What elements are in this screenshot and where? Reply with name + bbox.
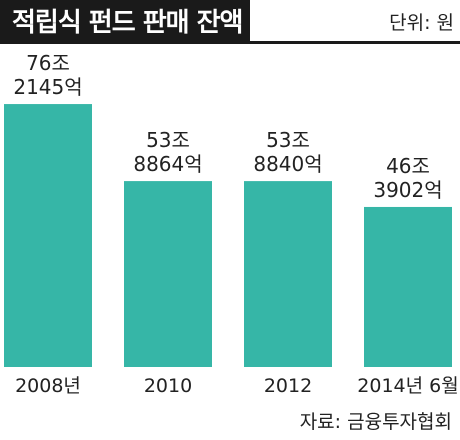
bar-2 bbox=[244, 181, 332, 367]
category-label-3: 2014년 6월 bbox=[357, 375, 458, 397]
value-label-0-0: 76조 bbox=[26, 51, 70, 75]
value-label-0-1: 2145억 bbox=[13, 75, 82, 99]
source-note: 자료: 금융투자협회 bbox=[299, 411, 452, 433]
value-label-3-1: 3902억 bbox=[373, 178, 442, 202]
category-label-2: 2012 bbox=[264, 375, 312, 397]
value-label-1-1: 8864억 bbox=[133, 152, 202, 176]
bar-0 bbox=[4, 104, 92, 368]
value-label-2-1: 8840억 bbox=[253, 152, 322, 176]
category-label-0: 2008년 bbox=[15, 375, 81, 397]
value-label-3-0: 46조 bbox=[386, 154, 430, 178]
chart-title: 적립식 펀드 판매 잔액 bbox=[0, 0, 250, 41]
value-label-1-0: 53조 bbox=[146, 128, 190, 152]
chart-header: 적립식 펀드 판매 잔액 단위: 원 bbox=[0, 0, 460, 44]
value-label-2-0: 53조 bbox=[266, 128, 310, 152]
unit-label: 단위: 원 bbox=[389, 12, 454, 34]
category-label-1: 2010 bbox=[144, 375, 192, 397]
bar-3 bbox=[364, 206, 452, 367]
bar-1 bbox=[124, 181, 212, 367]
